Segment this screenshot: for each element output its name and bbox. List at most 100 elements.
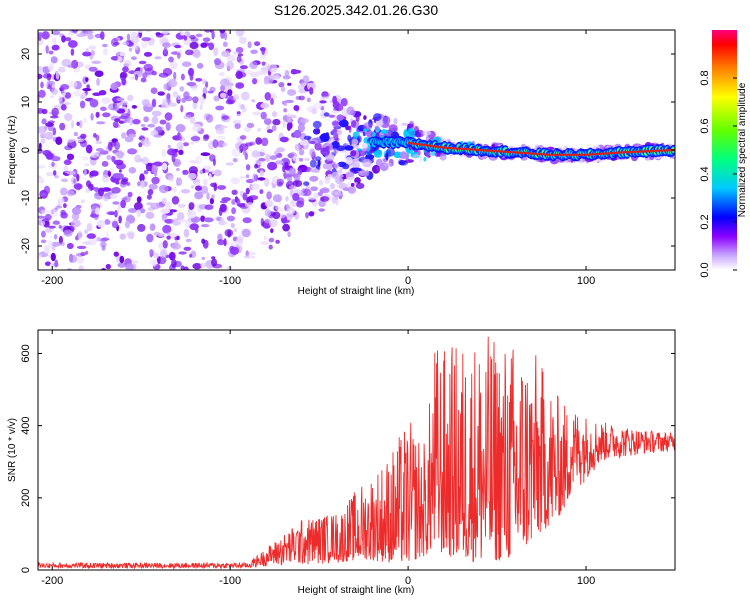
spectrogram-cell xyxy=(400,151,408,160)
spectrogram-cell xyxy=(182,136,186,142)
spectrogram-cell xyxy=(94,70,104,77)
spectrogram-cell xyxy=(113,251,120,257)
spectrogram-cell xyxy=(48,225,56,229)
spectrogram-cell xyxy=(153,252,160,259)
spectrogram-cell xyxy=(305,212,309,219)
spectrogram-cell xyxy=(211,30,215,40)
spectrogram-cell xyxy=(190,141,195,145)
spectrogram-cell xyxy=(303,181,310,186)
spectrogram-cell xyxy=(332,120,339,129)
spectrogram-cell xyxy=(129,118,134,126)
spectrogram-cell xyxy=(252,78,258,85)
spectrogram-cell xyxy=(54,259,59,268)
spectrogram-cell xyxy=(146,233,154,243)
spectrogram-cell xyxy=(182,142,189,147)
spectrogram-cell xyxy=(160,208,171,214)
spectrogram-cell xyxy=(226,265,233,270)
spectrogram-cell xyxy=(309,148,316,157)
spectrogram-cell xyxy=(60,86,65,95)
spectrogram-cell xyxy=(89,152,100,158)
spectrogram-cell xyxy=(292,179,303,187)
spectrogram-x-tick-label: 100 xyxy=(577,275,595,287)
spectrogram-cell xyxy=(183,246,192,251)
spectrogram-cell xyxy=(272,94,278,99)
spectrogram-cell xyxy=(294,143,301,151)
spectrogram-cell xyxy=(41,230,46,238)
spectrogram-cell xyxy=(71,206,82,215)
spectrogram-cell xyxy=(105,263,112,270)
spectrogram-cell xyxy=(151,98,157,108)
spectrogram-cell xyxy=(148,183,158,190)
spectrogram-cell xyxy=(150,259,158,267)
spectrogram-cell xyxy=(127,30,129,31)
spectrogram-cell xyxy=(148,249,155,255)
spectrogram-cell xyxy=(161,148,166,158)
spectrogram-cell xyxy=(136,209,142,218)
spectrogram-cell xyxy=(131,260,139,264)
spectrogram-cell xyxy=(40,81,44,89)
spectrogram-cell xyxy=(171,259,177,268)
spectrogram-cell xyxy=(418,154,423,163)
spectrogram-cell xyxy=(335,145,346,151)
spectrogram-cell xyxy=(127,191,133,198)
spectrogram-cell xyxy=(190,185,195,189)
spectrogram-cell xyxy=(284,99,294,104)
spectrogram-cell xyxy=(374,125,379,130)
snr-x-ticks: -200 -100 0 100 xyxy=(41,330,595,587)
spectrogram-cell xyxy=(186,209,197,219)
spectrogram-cell xyxy=(196,30,198,31)
spectrogram-cell xyxy=(287,153,295,159)
spectrogram-cell xyxy=(192,96,199,104)
spectrogram-cell xyxy=(375,166,380,171)
snr-y-tick-label: 0 xyxy=(20,567,32,573)
spectrogram-cell xyxy=(57,23,63,27)
spectrogram-cell xyxy=(221,115,229,120)
spectrogram-cell xyxy=(124,220,130,229)
spectrogram-cell xyxy=(398,159,406,166)
spectrogram-cell xyxy=(264,92,272,101)
spectrogram-cell xyxy=(49,208,59,217)
spectrogram-cell xyxy=(211,258,218,267)
spectrogram-cell xyxy=(203,217,214,223)
spectrogram-cell xyxy=(154,56,162,60)
spectrogram-cell xyxy=(66,242,74,250)
spectrogram-cell xyxy=(283,102,288,107)
spectrogram-cell xyxy=(106,154,112,160)
spectrogram-cell xyxy=(233,228,238,232)
spectrogram-cell xyxy=(234,122,241,130)
spectrogram-cell xyxy=(183,91,190,100)
spectrogram-cell xyxy=(260,241,270,245)
spectrogram-cell xyxy=(78,120,83,129)
spectrogram-cell xyxy=(167,175,175,182)
spectrogram-cell xyxy=(151,110,162,117)
spectrogram-cell xyxy=(206,114,214,123)
spectrogram-cell xyxy=(141,99,150,107)
spectrogram-cell xyxy=(143,63,153,72)
spectrogram-cell xyxy=(248,195,259,201)
spectrogram-cell xyxy=(244,202,255,208)
spectrogram-cell xyxy=(400,122,409,126)
spectrogram-cell xyxy=(96,236,101,242)
spectrogram-cell xyxy=(106,231,109,239)
spectrogram-cell xyxy=(82,156,89,161)
spectrogram-cell xyxy=(112,201,120,205)
spectrogram-cell xyxy=(58,197,65,206)
spectrogram-cell xyxy=(45,122,54,127)
spectrogram-cell xyxy=(43,245,50,254)
spectrogram-cell xyxy=(45,151,54,160)
spectrogram-cell xyxy=(134,74,139,81)
spectrogram-cell xyxy=(138,269,140,270)
spectrogram-cell xyxy=(276,147,285,153)
spectrogram-cell xyxy=(285,196,289,202)
spectrogram-cell xyxy=(166,235,171,240)
spectrogram-cell xyxy=(219,78,230,87)
spectrogram-cell xyxy=(236,198,241,207)
spectrogram-cell xyxy=(245,164,251,171)
spectrogram-y-ticks: -20 -10 0 10 20 xyxy=(20,48,675,254)
spectrogram-cell xyxy=(319,100,327,104)
spectrogram-cell xyxy=(328,114,336,118)
spectrogram-cell xyxy=(180,189,191,194)
spectrogram-cell xyxy=(40,239,47,244)
spectrogram-cell xyxy=(101,174,110,183)
spectrogram-cell xyxy=(43,185,51,195)
